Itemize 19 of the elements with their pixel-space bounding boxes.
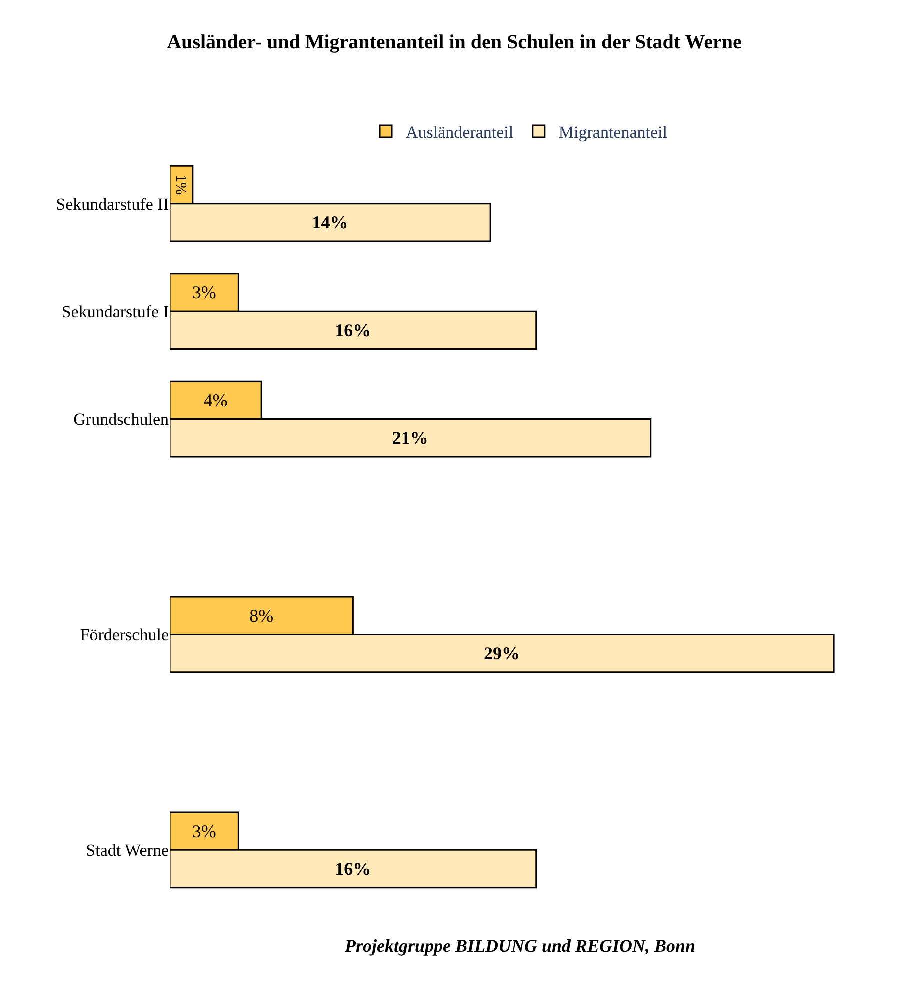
data-label: 21%	[392, 428, 428, 448]
data-label: 16%	[335, 320, 372, 340]
y-tick-label: Grundschulen	[74, 410, 170, 430]
text: Projektgruppe BILDUNG und REGION, Bonn	[344, 936, 696, 956]
data-label: 3%	[192, 282, 216, 303]
data-label: 14%	[312, 212, 348, 233]
data-label: 29%	[484, 644, 520, 664]
y-tick-label: Sekundarstufe I	[62, 302, 170, 322]
data-label: 3%	[192, 821, 216, 842]
legend-label: Ausländeranteil	[406, 123, 514, 142]
y-tick-label: Förderschule	[80, 626, 169, 645]
chart-title: Ausländer- und Migrantenanteil in den Schulen in der Stadt Werne	[167, 31, 742, 54]
data-label: 8%	[250, 606, 274, 626]
legend-label: Migrantenanteil	[558, 123, 668, 142]
y-tick-label: Sekundarstufe II	[56, 194, 170, 214]
data-label: 16%	[335, 858, 372, 879]
data-label: 1%	[172, 174, 190, 196]
y-tick-label: Stadt Werne	[86, 841, 169, 860]
data-label: 4%	[204, 390, 228, 410]
